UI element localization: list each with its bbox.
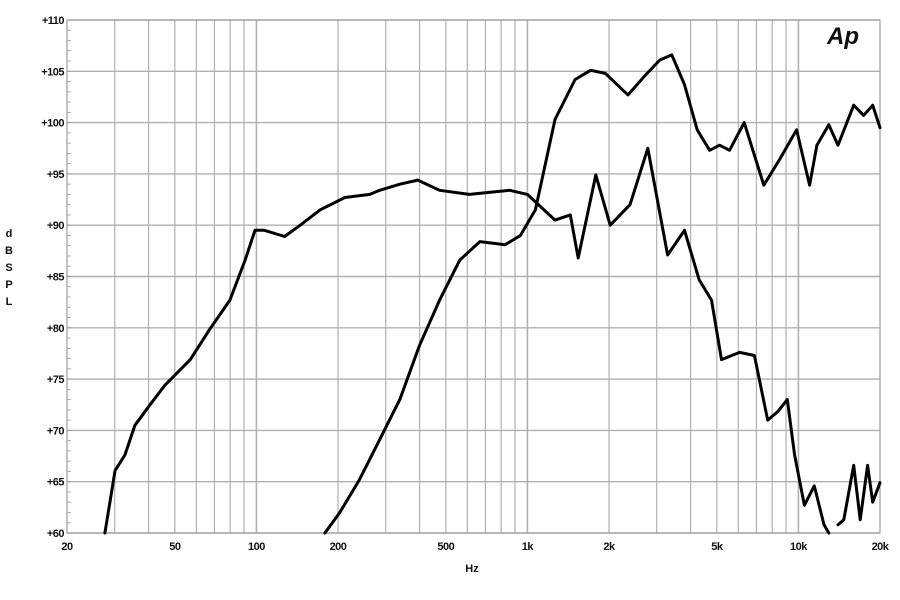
ap-logo: Ap (826, 23, 859, 50)
series-line-1 (103, 146, 831, 535)
x-tick-label: 500 (437, 541, 454, 553)
y-tick-label: +90 (47, 220, 65, 232)
x-tick-label: 20 (61, 541, 73, 553)
y-tick-label: +75 (47, 374, 65, 386)
grid (66, 19, 881, 534)
x-tick-label: 50 (169, 541, 181, 553)
y-tick-labels: +60 +65 +70 +75 +80 +85 +90 +95 +100 +105 +110 (41, 15, 65, 540)
y-tick-label: +65 (47, 477, 65, 489)
y-axis-label: dB SPL (5, 228, 13, 308)
x-tick-labels: 20 50 100 200 500 1k 2k 5k 10k 20k (61, 541, 890, 553)
y-tick-label: +85 (47, 272, 65, 284)
x-tick-label: 1k (522, 541, 535, 553)
x-tick-label: 200 (330, 541, 347, 553)
x-tick-label: 10k (790, 541, 808, 553)
x-tick-label: 100 (248, 541, 265, 553)
series-line-2 (323, 53, 882, 535)
plot-border (66, 19, 881, 534)
y-tick-label: +105 (41, 66, 64, 78)
x-axis-label: Hz (465, 563, 479, 575)
y-tick-label: +110 (42, 15, 65, 27)
y-tick-label: +95 (47, 169, 65, 181)
y-tick-label: +100 (41, 118, 64, 130)
y-tick-label: +80 (47, 323, 65, 335)
x-tick-label: 5k (711, 541, 724, 553)
series-lines (103, 53, 882, 535)
y-tick-label: +60 (47, 528, 65, 540)
x-tick-label: 2k (603, 541, 616, 553)
series-line-1-tail (836, 463, 882, 527)
x-tick-label: 20k (872, 541, 890, 553)
y-tick-label: +70 (47, 425, 65, 437)
